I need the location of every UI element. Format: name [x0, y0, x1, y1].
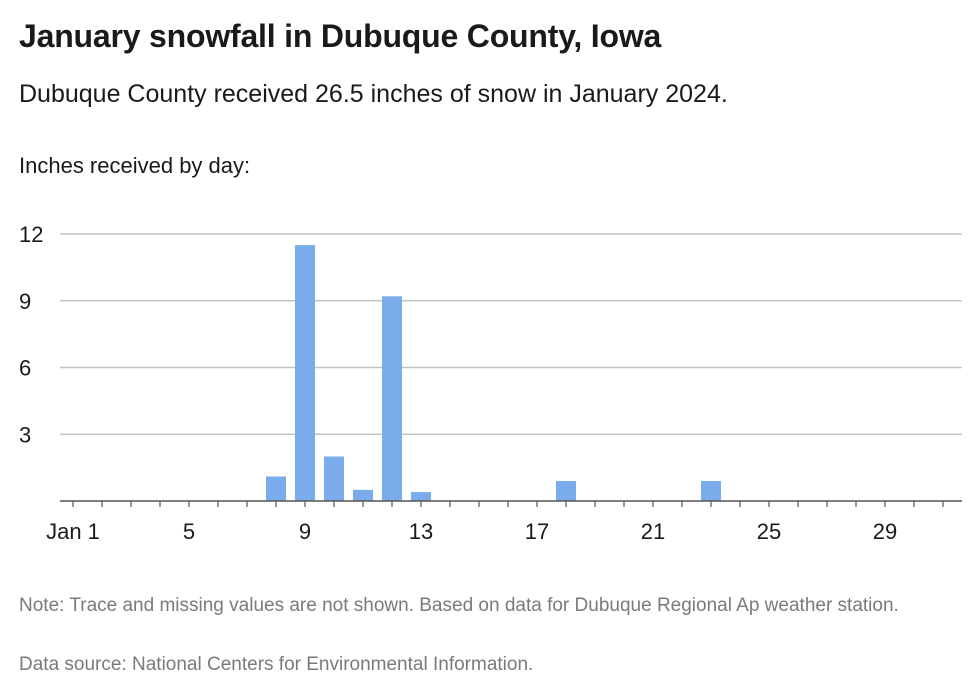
- bar-jan-8: [266, 476, 286, 501]
- x-tick-labels: Jan 1 5 9 13 17 21 25 29: [46, 519, 897, 544]
- y-tick-label-9: 9: [19, 289, 31, 314]
- bar-jan-11: [353, 489, 373, 501]
- y-tick-labels: 3 6 9 12: [19, 222, 43, 447]
- bar-jan-23: [701, 480, 721, 501]
- x-tick-label-13: 13: [409, 519, 433, 544]
- bar-jan-12: [382, 296, 402, 501]
- bar-jan-9: [295, 245, 315, 501]
- x-tick-label-17: 17: [525, 519, 549, 544]
- bar-jan-13: [411, 492, 431, 501]
- x-tick-label-1: Jan 1: [46, 519, 100, 544]
- x-tick-label-5: 5: [183, 519, 195, 544]
- x-tick-label-21: 21: [641, 519, 665, 544]
- y-tick-label-12: 12: [19, 222, 43, 247]
- y-tick-label-3: 3: [19, 422, 31, 447]
- gridlines: [60, 233, 962, 435]
- chart-subtitle: Dubuque County received 26.5 inches of s…: [19, 80, 728, 108]
- bar-jan-10: [324, 456, 344, 501]
- y-tick-label-6: 6: [19, 356, 31, 381]
- x-tick-label-29: 29: [873, 519, 897, 544]
- chart-note: Note: Trace and missing values are not s…: [19, 595, 899, 616]
- chart-title: January snowfall in Dubuque County, Iowa: [19, 18, 662, 54]
- x-axis: [60, 500, 962, 507]
- y-axis-label: Inches received by day:: [19, 153, 251, 178]
- data-source: Data source: National Centers for Enviro…: [19, 654, 534, 675]
- x-tick-label-25: 25: [757, 519, 781, 544]
- snowfall-bar-chart: 3 6 9 12 Jan 1 5 9 13 17 21 25 29: [19, 222, 962, 544]
- bar-jan-18: [556, 480, 576, 501]
- bars: [266, 245, 721, 501]
- x-tick-label-9: 9: [299, 519, 311, 544]
